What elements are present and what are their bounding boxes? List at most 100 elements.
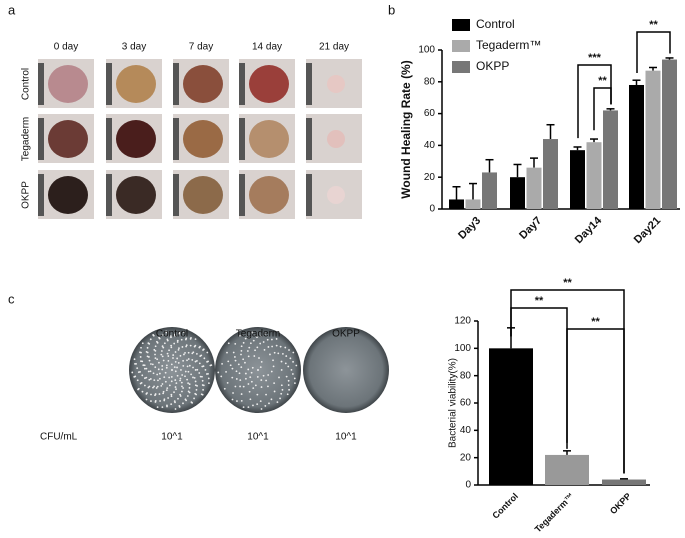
colony (201, 379, 204, 382)
bar (662, 59, 677, 209)
colony (184, 351, 186, 354)
wound (249, 120, 289, 158)
ruler (239, 118, 245, 160)
colony (143, 364, 146, 367)
colony (194, 369, 197, 371)
colony (288, 388, 290, 391)
y-tick-label: 40 (460, 425, 472, 436)
colony (196, 384, 198, 387)
colony (250, 380, 253, 383)
colony (163, 376, 166, 379)
colony (221, 362, 223, 365)
colony (182, 359, 185, 362)
colony (144, 367, 146, 370)
colony (207, 360, 209, 363)
ruler (106, 63, 112, 105)
colony (156, 385, 159, 388)
colony (242, 358, 245, 361)
y-axis-label: Bacterial viability(%) (448, 358, 459, 448)
colony (242, 341, 245, 344)
colony (280, 369, 283, 371)
colony (174, 401, 176, 404)
colony (158, 361, 160, 364)
colony (176, 366, 178, 369)
colony (161, 345, 164, 348)
colony (247, 355, 250, 358)
colony (256, 403, 259, 406)
colony (177, 362, 180, 364)
colony (252, 387, 255, 390)
colony (268, 402, 270, 405)
colony (257, 369, 259, 371)
y-tick-label: 80 (424, 76, 436, 87)
x-tick-label: OKPP (608, 491, 633, 516)
x-tick-label: Day21 (632, 215, 663, 246)
y-tick-label: 0 (429, 204, 435, 215)
colony (258, 357, 260, 359)
row-label: OKPP (21, 181, 32, 209)
colony (226, 382, 229, 384)
wound (327, 186, 345, 204)
colony (279, 397, 281, 400)
colony (256, 393, 259, 396)
colony (162, 346, 165, 349)
colony (182, 387, 184, 389)
colony (136, 367, 139, 370)
colony (153, 348, 156, 351)
ruler (106, 174, 112, 216)
colony (147, 386, 150, 389)
bar (482, 172, 497, 209)
colony (143, 384, 146, 387)
colony (265, 393, 267, 396)
colony (272, 365, 275, 368)
colony (284, 362, 287, 365)
colony (249, 376, 252, 379)
colony (145, 398, 148, 401)
colony (277, 352, 280, 355)
colony (193, 397, 195, 400)
colony (137, 371, 140, 374)
legend-swatch (452, 19, 470, 31)
colony (273, 382, 276, 385)
colony (131, 371, 134, 374)
cfu-count: 10^1 (161, 432, 183, 443)
colony (187, 382, 190, 385)
colony (259, 400, 262, 403)
x-tick-label: Tegaderm™ (533, 491, 576, 534)
colony (267, 385, 269, 388)
colony (207, 377, 210, 380)
colony (238, 372, 241, 375)
colony (217, 371, 220, 374)
colony (254, 384, 257, 387)
colony (177, 348, 180, 351)
colony (234, 359, 237, 362)
colony (182, 402, 184, 405)
colony (210, 364, 213, 367)
colony (181, 346, 184, 348)
colony (161, 355, 164, 358)
bar (526, 167, 542, 209)
colony (244, 337, 247, 340)
colony (156, 406, 159, 409)
colony (168, 384, 171, 387)
colony (252, 404, 254, 407)
colony (292, 351, 295, 354)
colony (147, 342, 150, 345)
colony (267, 346, 270, 348)
colony (181, 390, 183, 393)
colony (196, 360, 198, 362)
colony (192, 366, 194, 369)
colony (180, 369, 182, 371)
colony (194, 338, 197, 341)
colony (165, 389, 168, 392)
wound (48, 176, 88, 214)
column-label: 21 day (319, 42, 349, 53)
colony (179, 393, 181, 396)
colony (247, 368, 250, 371)
significance-label: ** (649, 19, 658, 31)
row-label: Tegaderm (21, 117, 32, 161)
bar (586, 142, 602, 209)
colony (170, 403, 173, 406)
colony (167, 397, 170, 399)
colony (161, 406, 164, 409)
